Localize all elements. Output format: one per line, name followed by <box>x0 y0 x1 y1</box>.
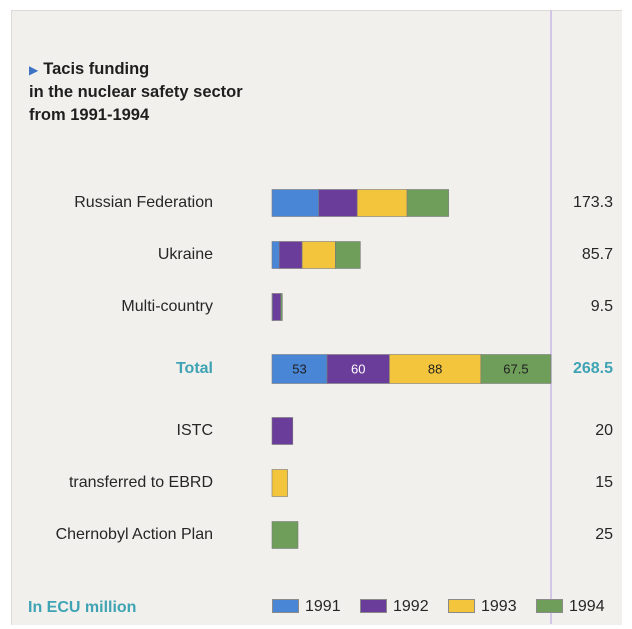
category-label-chernobyl-action-plan: Chernobyl Action Plan <box>55 526 213 543</box>
category-label-istc: ISTC <box>176 422 213 439</box>
category-label-ukraine: Ukraine <box>157 246 213 263</box>
category-label-multi-country: Multi-country <box>121 298 213 315</box>
bar-segment-ukraine-1991 <box>271 241 280 269</box>
bar-segment-ukraine-1993 <box>301 241 336 269</box>
bar-segment-russian-federation-1992 <box>318 189 358 217</box>
bar-segment-transferred-to-ebrd-1993 <box>271 469 288 497</box>
legend-label-1991: 1991 <box>305 598 341 615</box>
chart-panel <box>11 10 622 625</box>
bar-segment-ukraine-1994 <box>335 241 361 269</box>
segment-label-total-1994: 67.5 <box>503 362 528 377</box>
bars-group <box>271 189 552 549</box>
legend-swatch-1994 <box>536 599 563 613</box>
legend-label-1992: 1992 <box>393 598 429 615</box>
bar-segment-total-1993 <box>389 354 482 384</box>
bar-segment-multi-country-1994 <box>280 293 283 321</box>
bar-segment-multi-country-1992 <box>272 293 282 321</box>
bar-segment-total-1992 <box>326 354 390 384</box>
chart-title-line-1: ▶ Tacis funding <box>29 58 149 81</box>
bar-segment-total-1994 <box>480 354 552 384</box>
total-value-ukraine: 85.7 <box>581 246 613 263</box>
legend-label-1993: 1993 <box>481 598 517 615</box>
bar-segment-istc-1992 <box>271 417 294 445</box>
total-value-transferred-to-ebrd: 15 <box>595 474 613 491</box>
category-label-total: Total <box>175 360 213 377</box>
chart-title-text-1: Tacis funding <box>43 60 150 78</box>
bar-segment-russian-federation-1993 <box>356 189 408 217</box>
total-value-chernobyl-action-plan: 25 <box>595 526 613 543</box>
bar-segment-russian-federation-1994 <box>406 189 449 217</box>
chart-title-line-2: in the nuclear safety sector <box>29 83 243 101</box>
category-label-transferred-to-ebrd: transferred to EBRD <box>68 474 213 491</box>
legend-swatch-1992 <box>360 599 387 613</box>
bar-segment-russian-federation-1991 <box>271 189 320 217</box>
total-value-istc: 20 <box>595 422 613 439</box>
segment-label-total-1991: 53 <box>292 362 306 377</box>
bar-segment-chernobyl-action-plan-1994 <box>271 521 299 549</box>
bar-segment-ukraine-1992 <box>278 241 303 269</box>
segment-label-total-1993: 88 <box>428 362 442 377</box>
triangle-bullet-icon: ▶ <box>29 63 39 77</box>
total-value-russian-federation: 173.3 <box>572 194 613 211</box>
total-value-total: 268.5 <box>572 360 613 377</box>
total-value-multi-country: 9.5 <box>590 298 613 315</box>
segment-labels-group: 53 60 88 67.5 <box>292 362 528 377</box>
segment-label-total-1992: 60 <box>351 362 365 377</box>
category-label-russian-federation: Russian Federation <box>74 194 213 211</box>
legend-swatch-1993 <box>448 599 475 613</box>
unit-label: In ECU million <box>28 599 137 616</box>
legend-swatch-1991 <box>272 599 299 613</box>
bar-segment-total-1991 <box>271 354 328 384</box>
chart-title-line-3: from 1991-1994 <box>29 106 150 124</box>
legend-label-1994: 1994 <box>569 598 605 615</box>
